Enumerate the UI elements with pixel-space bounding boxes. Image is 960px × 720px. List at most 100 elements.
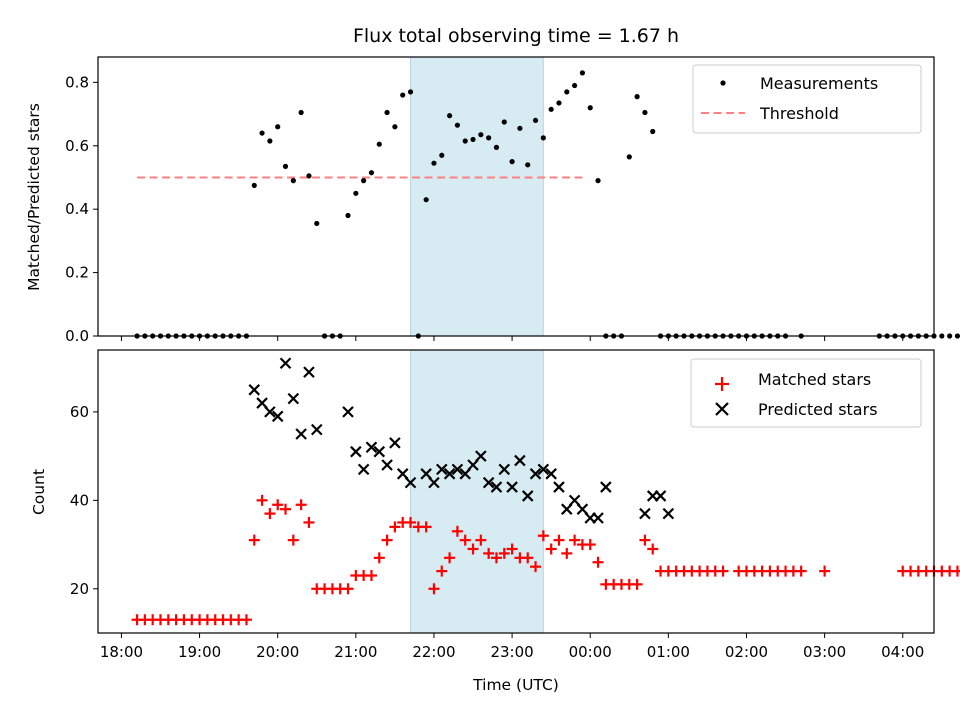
predicted-star-point xyxy=(342,406,354,418)
predicted-star-point xyxy=(639,507,651,520)
measurement-point xyxy=(407,89,414,95)
measurement-point xyxy=(361,178,367,184)
x-tick-label: 20:00 xyxy=(256,643,299,661)
predicted-star-point xyxy=(506,481,518,493)
matched-star-point xyxy=(498,547,510,559)
measurement-point xyxy=(454,122,461,128)
matched-star-point xyxy=(795,565,807,577)
matched-star-point xyxy=(647,543,659,555)
top-plot-frame xyxy=(97,56,935,337)
measurement-point xyxy=(634,94,640,100)
predicted-star-point xyxy=(279,357,292,370)
measurement-point xyxy=(368,170,375,176)
matched-star-point xyxy=(272,499,284,511)
predicted-star-point xyxy=(271,410,284,423)
top-shaded-span xyxy=(410,56,544,337)
measurement-point xyxy=(275,124,281,130)
y-tick-label: 0.8 xyxy=(65,73,89,91)
top-y-axis-label: Matched/Predicted stars xyxy=(25,103,43,291)
matched-star-point xyxy=(584,539,596,551)
top-y-ticks: 0.0 0.2 0.4 0.6 0.8 xyxy=(65,73,98,345)
predicted-star-point xyxy=(295,428,307,440)
predicted-star-point xyxy=(654,490,667,502)
measurement-point xyxy=(306,173,312,179)
measurement-point xyxy=(650,128,656,135)
measurement-point xyxy=(947,333,953,339)
measurement-point xyxy=(259,130,265,136)
matched-star-point xyxy=(506,543,518,555)
matched-star-point xyxy=(569,534,581,546)
matched-star-point xyxy=(342,583,354,595)
legend-predicted-marker xyxy=(715,402,729,416)
bottom-shaded-span xyxy=(410,349,544,634)
x-tick-label: 02:00 xyxy=(725,643,768,661)
measurement-point xyxy=(384,109,390,116)
legend-predicted-label: Predicted stars xyxy=(758,400,878,419)
x-tick-label: 00:00 xyxy=(569,643,612,661)
measurement-point xyxy=(509,159,515,165)
y-tick-label: 0.2 xyxy=(65,264,89,282)
predicted-star-point xyxy=(662,507,675,520)
measurement-point xyxy=(470,136,476,143)
measurement-point xyxy=(517,125,523,131)
predicted-star-point xyxy=(428,476,440,489)
predicted-star-point xyxy=(545,468,557,480)
predicted-star-point xyxy=(435,463,448,476)
measurement-point xyxy=(532,117,539,124)
predicted-star-point xyxy=(537,463,550,476)
matched-stars-points xyxy=(131,494,960,626)
bottom-y-axis-label: Count xyxy=(30,469,48,515)
legend-measurements-marker xyxy=(720,80,726,86)
top-chart-title: Flux total observing time = 1.67 h xyxy=(353,25,679,47)
measurement-point xyxy=(376,141,382,147)
matched-star-point xyxy=(475,534,487,546)
measurement-point xyxy=(501,119,507,125)
y-tick-label: 0.6 xyxy=(65,137,89,155)
bottom-y-ticks: 20 40 60 xyxy=(70,403,98,598)
matched-star-point xyxy=(444,552,456,564)
predicted-star-point xyxy=(592,512,604,524)
measurement-point xyxy=(486,135,492,141)
top-panel: 0.0 0.2 0.4 0.6 0.8 Flux total observing tim… xyxy=(25,25,960,345)
predicted-stars-points xyxy=(248,357,675,524)
legend-measurements-label: Measurements xyxy=(760,74,878,93)
bottom-plot-frame xyxy=(97,349,935,634)
matched-star-point xyxy=(717,565,729,577)
matched-star-point xyxy=(248,534,260,546)
y-tick-label: 0.0 xyxy=(65,327,89,345)
legend-threshold-label: Threshold xyxy=(759,104,839,123)
predicted-star-point xyxy=(521,490,534,502)
measurement-point xyxy=(400,92,406,98)
measurement-point xyxy=(251,182,257,189)
predicted-star-point xyxy=(381,459,393,471)
matched-star-point xyxy=(490,552,502,564)
matched-star-point xyxy=(264,508,276,520)
predicted-star-point xyxy=(248,384,261,396)
measurement-point xyxy=(431,160,437,166)
x-tick-label: 19:00 xyxy=(178,643,221,661)
y-tick-label: 60 xyxy=(70,403,89,421)
matched-star-point xyxy=(381,534,393,546)
measurement-point xyxy=(290,178,296,184)
matched-star-point xyxy=(819,565,831,577)
x-tick-label: 04:00 xyxy=(881,643,924,661)
measurement-point xyxy=(439,152,445,158)
legend-matched-label: Matched stars xyxy=(758,370,871,389)
measurement-point xyxy=(423,197,429,203)
matched-star-point xyxy=(522,552,534,564)
predicted-star-point xyxy=(264,406,276,418)
measurement-point xyxy=(462,138,468,144)
matched-star-point xyxy=(405,516,417,528)
bottom-legend: Matched stars Predicted stars xyxy=(690,358,922,428)
predicted-star-point xyxy=(498,463,511,476)
x-tick-label: 03:00 xyxy=(803,643,846,661)
matched-star-point xyxy=(545,543,557,555)
matched-star-point xyxy=(420,521,432,533)
predicted-star-point xyxy=(310,423,323,436)
measurement-point xyxy=(353,190,359,196)
top-legend-box xyxy=(692,64,922,134)
x-tick-label: 21:00 xyxy=(334,643,377,661)
predicted-star-point xyxy=(443,468,456,480)
matched-star-point xyxy=(365,570,377,582)
matched-star-point xyxy=(561,547,573,559)
